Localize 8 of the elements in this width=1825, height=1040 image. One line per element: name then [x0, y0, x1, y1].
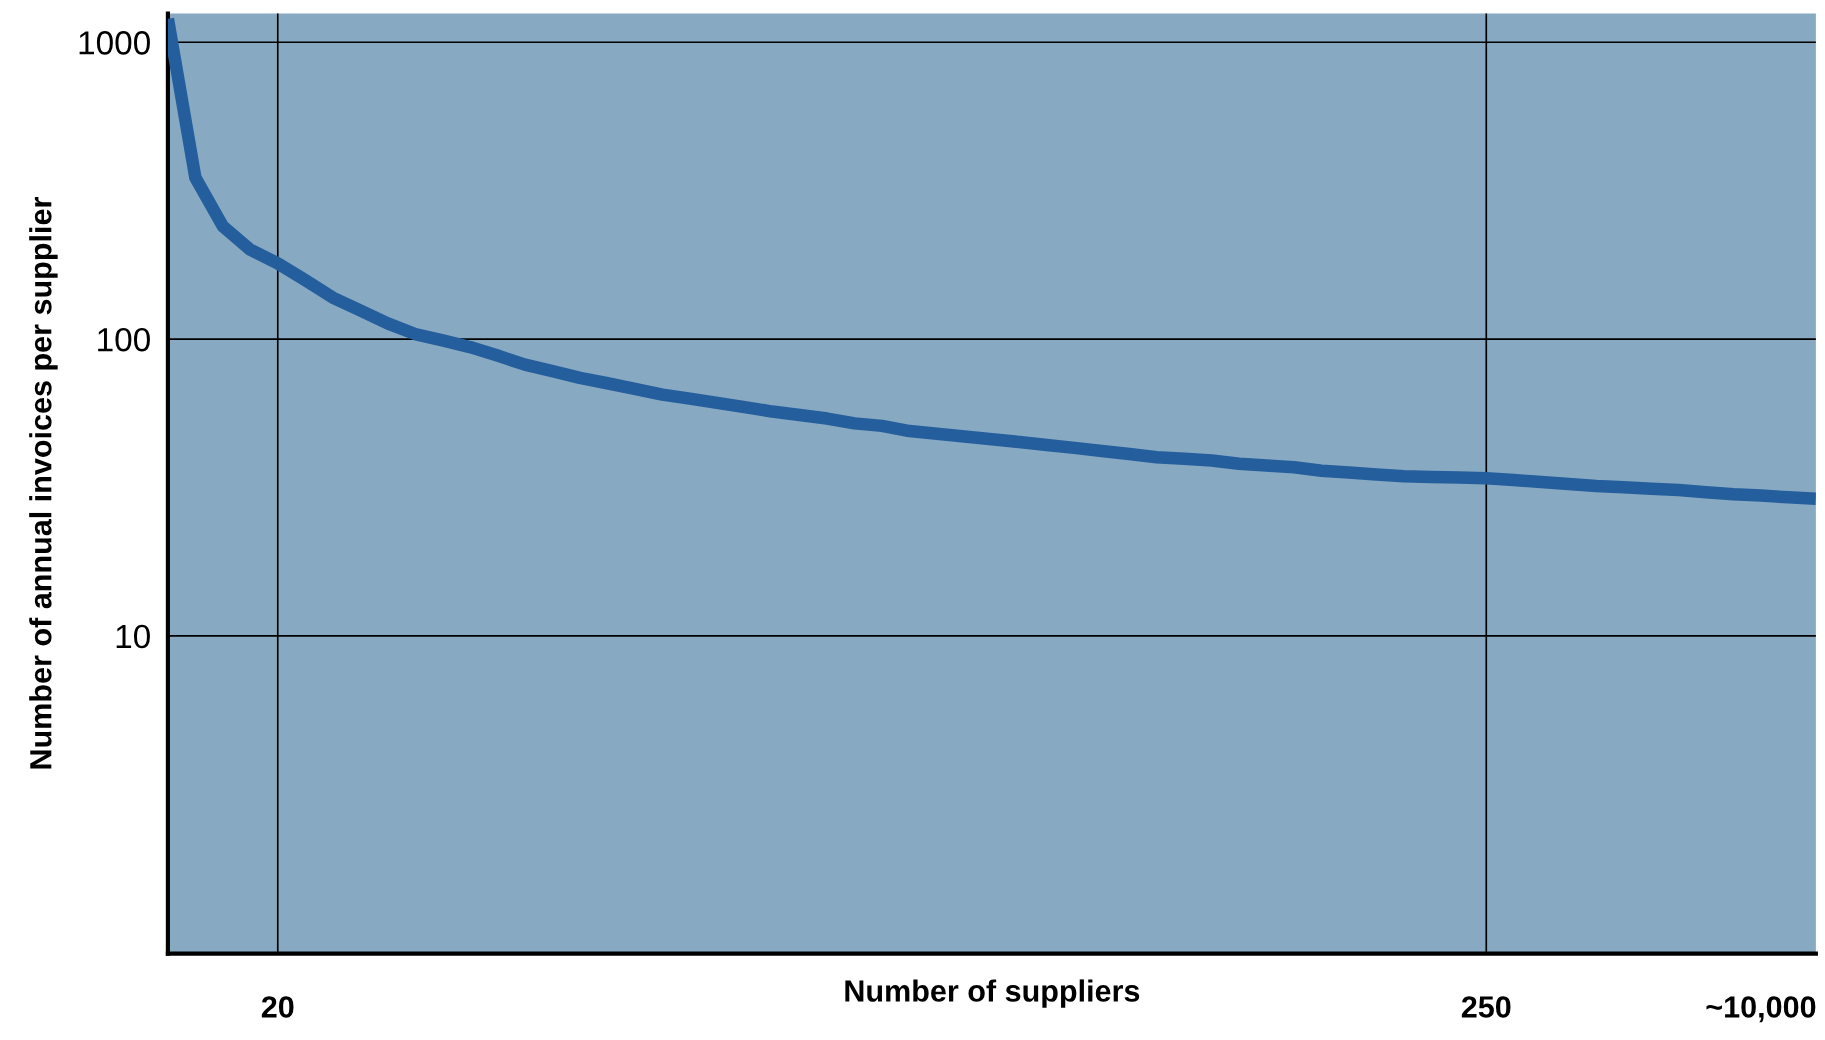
- x-tick-label: ~10,000: [1706, 996, 1816, 1023]
- x-tick-label: 250: [1461, 996, 1511, 1018]
- y-tick-label: 100: [98, 327, 150, 352]
- x-axis-title: Number of suppliers: [845, 979, 1140, 1008]
- y-tick-label: 1000: [79, 31, 150, 55]
- x-tick-label: 20: [261, 996, 294, 1018]
- y-tick-label: 10: [116, 624, 150, 649]
- y-axis-title: Number of annual invoices per supplier: [29, 197, 58, 769]
